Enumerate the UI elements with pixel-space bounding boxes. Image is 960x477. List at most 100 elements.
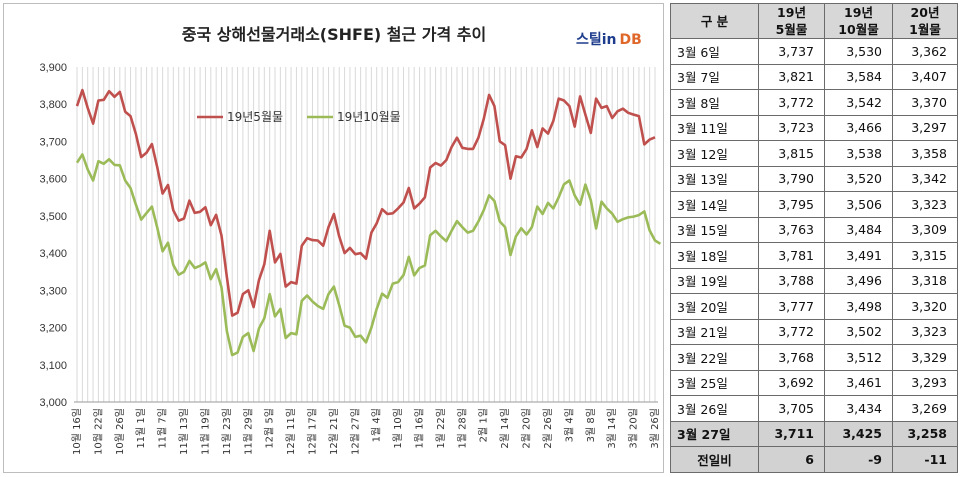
- table-cell-oct: 3,461: [824, 369, 893, 397]
- brand-logo: 스틸in DB: [576, 32, 642, 48]
- table-cell-change-label: 전일비: [670, 446, 759, 473]
- table-cell-oct: 3,498: [824, 293, 893, 320]
- x-tick-label: 3월 14일: [606, 408, 618, 449]
- table-cell-date: 3월 20일: [670, 293, 759, 320]
- x-axis-ticks: 10월 16일 10월 22일 10월 26일 11월 1일 11월 7일 11월 13일…: [71, 408, 661, 455]
- table-cell-may: 3,788: [758, 267, 825, 295]
- x-tick-label: 3월 26일: [649, 408, 661, 449]
- x-tick-label: 12월 11일: [285, 408, 297, 455]
- table-cell-may: 3,763: [758, 216, 825, 244]
- x-tick-label: 2월 14일: [499, 408, 511, 449]
- table-cell-oct: 3,491: [824, 242, 893, 269]
- table-cell-oct: 3,466: [824, 114, 893, 142]
- x-tick-label: 11월 29일: [242, 408, 254, 455]
- table-row: 3월 26일 3,705 3,434 3,269: [670, 395, 958, 422]
- table-cell-oct: 3,484: [824, 216, 893, 244]
- table-cell-jan: 3,320: [892, 293, 958, 320]
- table-cell-oct: 3,538: [824, 140, 893, 167]
- line-chart: 중국 상해선물거래소(SHFE) 철근 가격 추이 스틸in DB 3,0003,…: [39, 25, 662, 455]
- x-tick-label: 10월 26일: [114, 408, 126, 455]
- table-cell-oct: 3,434: [824, 395, 893, 422]
- x-tick-label: 10월 16일: [71, 408, 83, 455]
- x-tick-label: 1월 28일: [456, 408, 468, 449]
- table-cell-jan: 3,293: [892, 369, 958, 397]
- table-row: 3월 8일 3,772 3,542 3,370: [670, 89, 958, 116]
- table-cell-may-change: 6: [758, 446, 825, 473]
- chart-title: 중국 상해선물거래소(SHFE) 철근 가격 추이: [182, 25, 486, 44]
- x-tick-label: 11월 13일: [178, 408, 190, 455]
- x-tick-label: 12월 17일: [306, 408, 318, 455]
- y-tick-label: 3,200: [39, 323, 67, 335]
- x-tick-label: 12월 5일: [264, 408, 276, 449]
- x-tick-label: 12월 21일: [328, 408, 340, 455]
- table-body: 3월 6일 3,737 3,530 3,362 3월 7일 3,821 3,584 3,407…: [670, 38, 958, 473]
- table-cell-oct: 3,512: [824, 344, 893, 371]
- table-cell-jan: 3,315: [892, 242, 958, 269]
- x-tick-label: 11월 19일: [199, 408, 211, 455]
- table-cell-date: 3월 6일: [670, 38, 759, 65]
- table-cell-date: 3월 13일: [670, 165, 759, 193]
- y-tick-label: 3,400: [39, 248, 67, 260]
- table-row: 3월 6일 3,737 3,530 3,362: [670, 38, 958, 65]
- table-cell-jan: 3,362: [892, 38, 958, 65]
- header-category: 구 분: [670, 3, 759, 39]
- table-row: 3월 18일 3,781 3,491 3,315: [670, 242, 958, 269]
- table-cell-date: 3월 18일: [670, 242, 759, 269]
- table-header-row: 구 분 19년 5월물 19년 10월물 20년 1월물: [670, 3, 958, 39]
- x-tick-label: 1월 4일: [371, 408, 383, 442]
- legend: 19년5월물 19년10월물: [197, 110, 401, 124]
- table-cell-date: 3월 21일: [670, 318, 759, 346]
- table-cell-date: 3월 19일: [670, 267, 759, 295]
- table-cell-date: 3월 7일: [670, 63, 759, 91]
- table-row: 3월 13일 3,790 3,520 3,342: [670, 165, 958, 193]
- y-tick-label: 3,500: [39, 211, 67, 223]
- x-tick-label: 3월 8일: [585, 408, 597, 442]
- table-row: 3월 21일 3,772 3,502 3,323: [670, 318, 958, 346]
- table-cell-date: 3월 8일: [670, 89, 759, 116]
- legend-label-2: 19년10월물: [337, 110, 401, 124]
- chart-panel: 중국 상해선물거래소(SHFE) 철근 가격 추이 스틸in DB 3,000 3,…: [3, 3, 664, 473]
- table-cell-may: 3,772: [758, 318, 825, 346]
- x-tick-label: 2월 20일: [521, 408, 533, 449]
- header-jan-contract: 20년 1월물: [892, 3, 958, 39]
- y-tick-label: 3,100: [39, 360, 67, 372]
- table-cell-jan: 3,407: [892, 63, 958, 91]
- table-cell-oct: 3,425: [824, 420, 893, 448]
- series-line-2: [75, 153, 662, 357]
- x-tick-label: 11월 23일: [221, 408, 233, 455]
- x-tick-label: 10월 22일: [92, 408, 104, 455]
- table-row-change: 전일비 6 -9 -11: [670, 446, 958, 473]
- table-row: 3월 20일 3,777 3,498 3,320: [670, 293, 958, 320]
- series-line-1: [75, 88, 656, 317]
- table-cell-oct: 3,584: [824, 63, 893, 91]
- y-tick-label: 3,900: [39, 62, 67, 74]
- x-tick-label: 12월 27일: [349, 408, 361, 455]
- table-row: 3월 15일 3,763 3,484 3,309: [670, 216, 958, 244]
- x-tick-label: 11월 1일: [135, 408, 147, 449]
- x-tick-label: 2월 1일: [478, 408, 490, 442]
- table-cell-oct: 3,496: [824, 267, 893, 295]
- table-cell-jan: 3,329: [892, 344, 958, 371]
- table-cell-date: 3월 27일: [670, 420, 759, 448]
- x-tick-label: 11월 7일: [157, 408, 169, 449]
- table-cell-jan: 3,258: [892, 420, 958, 448]
- table-cell-may: 3,723: [758, 114, 825, 142]
- table-cell-jan: 3,323: [892, 318, 958, 346]
- table-row: 3월 12일 3,815 3,538 3,358: [670, 140, 958, 167]
- price-table: 구 분 19년 5월물 19년 10월물 20년 1월물 3월 6일 3,737 3,53…: [670, 3, 958, 473]
- table-cell-may: 3,711: [758, 420, 825, 448]
- table-cell-may: 3,692: [758, 369, 825, 397]
- legend-label-1: 19년5월물: [227, 110, 283, 124]
- table-cell-oct-change: -9: [824, 446, 893, 473]
- header-may-contract: 19년 5월물: [758, 3, 825, 39]
- table-cell-oct: 3,520: [824, 165, 893, 193]
- table-cell-jan: 3,318: [892, 267, 958, 295]
- x-tick-label: 2월 26일: [542, 408, 554, 449]
- y-tick-label: 3,600: [39, 174, 67, 186]
- table-cell-oct: 3,530: [824, 38, 893, 65]
- table-cell-may: 3,821: [758, 63, 825, 91]
- table-row: 3월 11일 3,723 3,466 3,297: [670, 114, 958, 142]
- grid: [76, 67, 656, 402]
- table-row: 3월 25일 3,692 3,461 3,293: [670, 369, 958, 397]
- table-cell-jan-change: -11: [892, 446, 958, 473]
